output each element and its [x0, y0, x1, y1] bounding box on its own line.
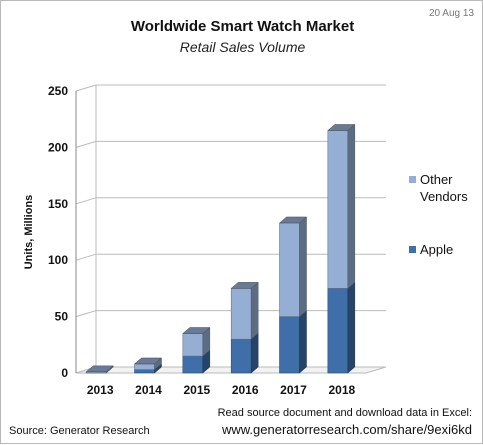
legend-swatch-apple	[409, 246, 416, 253]
y-tick-label: 100	[48, 253, 68, 267]
bar-other-2016	[230, 288, 252, 340]
bar-side-apple-2016	[250, 332, 259, 374]
x-tick-label: 2013	[87, 383, 114, 397]
gridline-side	[75, 197, 97, 205]
download-link[interactable]: www.generatorresearch.com/share/9exi6kd	[221, 422, 472, 437]
x-tick-label: 2018	[328, 383, 355, 397]
legend-label-other-vendors: Other	[420, 172, 453, 187]
y-tick-label: 0	[61, 366, 68, 380]
chart-date: 20 Aug 13	[428, 8, 474, 19]
download-note: Read source document and download data i…	[217, 407, 472, 419]
legend-label-other-vendors-line2: Vendors	[420, 189, 468, 204]
bar-apple-2014	[134, 369, 155, 374]
y-tick-label: 150	[48, 197, 68, 211]
legend-swatch-other-vendors	[409, 176, 416, 183]
gridline-side	[75, 140, 97, 148]
y-tick-label: 50	[55, 310, 69, 324]
gridline-side	[75, 253, 97, 261]
y-axis-label: Units, Millions	[23, 195, 35, 270]
bar-top-2017	[278, 216, 308, 224]
bar-top-2015	[182, 327, 211, 334]
bar-top-2014	[133, 357, 163, 365]
bar-apple-2016	[230, 338, 252, 374]
legend-label-apple: Apple	[420, 242, 453, 257]
x-tick-label: 2014	[135, 383, 162, 397]
x-tick-label: 2015	[183, 383, 210, 397]
bar-top-2016	[230, 282, 259, 289]
chart-subtitle: Retail Sales Volume	[179, 39, 306, 55]
x-tick-label: 2016	[232, 383, 259, 397]
y-tick-label: 250	[48, 84, 68, 98]
chart-title: Worldwide Smart Watch Market	[130, 18, 355, 35]
source-note: Source: Generator Research	[9, 425, 150, 437]
bar-top-2013	[85, 365, 114, 373]
gridline-side	[75, 310, 97, 318]
x-tick-label: 2017	[280, 383, 307, 397]
bar-side-other-2018	[347, 123, 356, 289]
bar-apple-2018	[327, 288, 349, 374]
bar-other-2017	[279, 222, 300, 317]
bar-other-2018	[327, 130, 349, 289]
bar-other-2014	[134, 363, 155, 370]
bar-apple-2015	[182, 355, 204, 374]
y-tick-label: 200	[48, 140, 68, 154]
bar-side-other-2016	[250, 281, 259, 340]
bar-side-other-2017	[299, 216, 307, 318]
bar-side-apple-2018	[347, 281, 356, 374]
bar-apple-2017	[279, 316, 300, 374]
bar-side-apple-2017	[299, 310, 307, 374]
bar-top-2018	[327, 124, 356, 131]
bar-other-2015	[182, 333, 204, 357]
gridline-side	[75, 84, 97, 92]
